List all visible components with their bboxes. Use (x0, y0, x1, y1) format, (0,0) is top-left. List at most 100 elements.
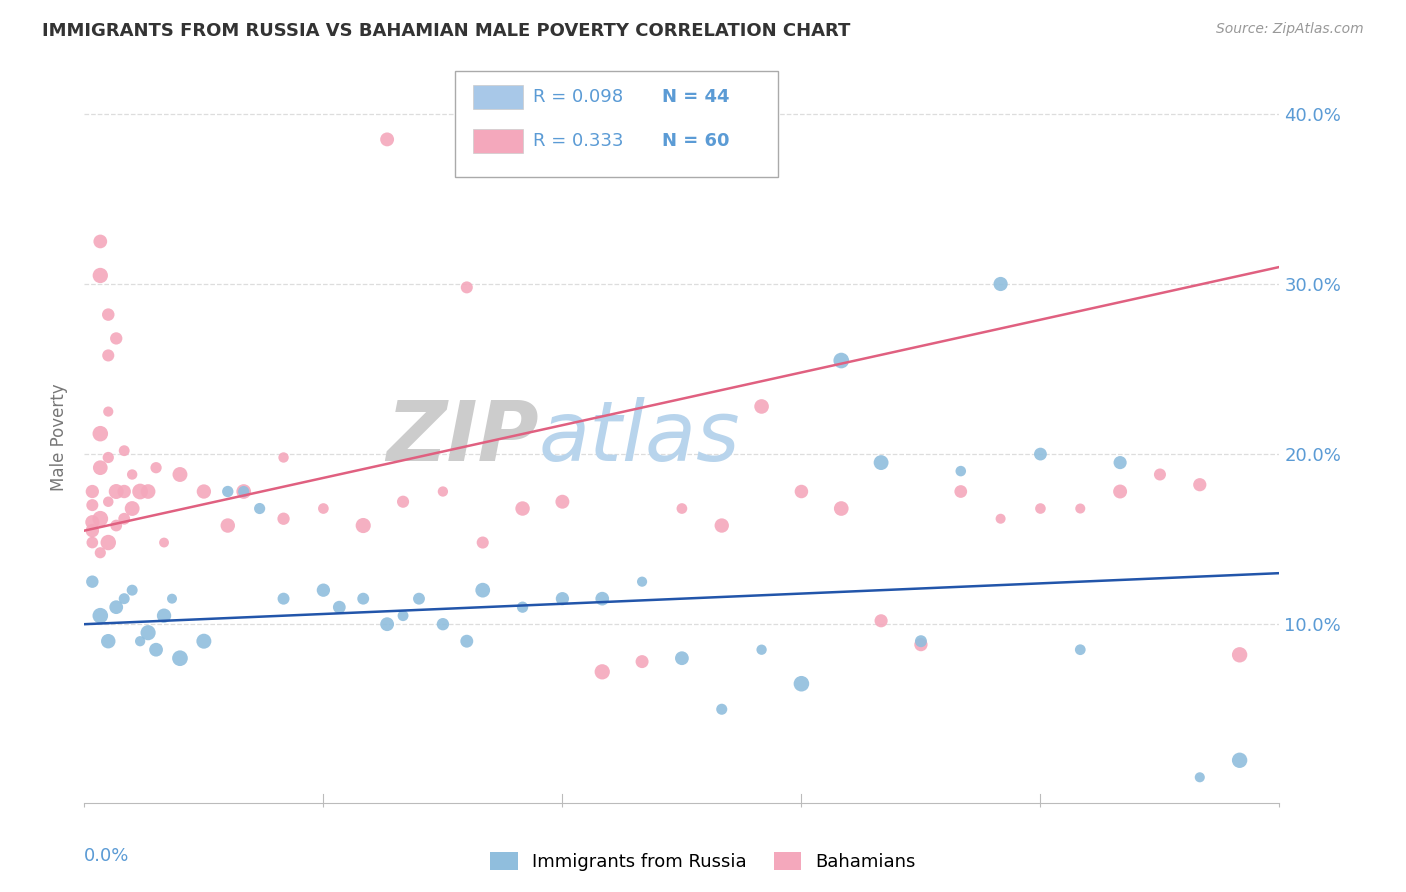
Point (1029, 447, 1052, 461)
Point (990, 512, 1012, 526)
Point (990, 277, 1012, 291)
Point (456, 280, 478, 294)
Point (751, 642, 773, 657)
Point (232, 484, 254, 499)
Point (591, 665, 613, 679)
Point (949, 464, 972, 478)
Point (97, 404, 120, 418)
Point (89, 512, 111, 526)
Point (97, 535, 120, 549)
Text: R = 0.333: R = 0.333 (533, 132, 623, 150)
Point (97, 634, 120, 648)
Point (105, 518, 128, 533)
Text: Source: ZipAtlas.com: Source: ZipAtlas.com (1216, 22, 1364, 37)
Point (671, 501, 693, 516)
Point (949, 484, 972, 499)
Text: IMMIGRANTS FROM RUSSIA VS BAHAMIAN MALE POVERTY CORRELATION CHART: IMMIGRANTS FROM RUSSIA VS BAHAMIAN MALE … (42, 22, 851, 40)
Point (392, 608, 415, 623)
Point (249, 501, 271, 516)
Point (1069, 642, 1091, 657)
Point (160, 591, 183, 606)
Point (1029, 501, 1052, 516)
Point (112, 591, 135, 606)
Point (710, 702, 733, 716)
Point (910, 638, 932, 652)
Point (89, 426, 111, 441)
Point (129, 634, 152, 648)
Point (352, 518, 374, 533)
Text: N = 44: N = 44 (662, 88, 730, 106)
Point (1229, 648, 1251, 662)
Point (89, 460, 111, 475)
Text: ZIP: ZIP (385, 397, 538, 477)
Point (217, 484, 239, 499)
Point (89, 268, 111, 283)
FancyBboxPatch shape (472, 86, 523, 109)
Point (82, 524, 104, 538)
Point (1149, 467, 1171, 482)
Point (870, 614, 893, 628)
Point (870, 456, 893, 470)
Point (169, 651, 191, 665)
Point (121, 501, 143, 516)
Point (408, 591, 430, 606)
Point (82, 498, 104, 512)
Point (82, 484, 104, 499)
Point (551, 494, 574, 508)
Text: atlas: atlas (538, 397, 740, 477)
Point (352, 591, 374, 606)
Point (136, 484, 159, 499)
Point (790, 677, 813, 691)
Point (89, 235, 111, 249)
Point (145, 642, 167, 657)
Point (751, 400, 773, 414)
Point (97, 348, 120, 362)
Point (1229, 753, 1251, 767)
Point (273, 591, 295, 606)
Point (456, 634, 478, 648)
Point (97, 494, 120, 508)
Text: R = 0.098: R = 0.098 (533, 88, 623, 106)
Point (1109, 484, 1132, 499)
Point (82, 574, 104, 589)
Point (217, 518, 239, 533)
Text: N = 60: N = 60 (662, 132, 730, 150)
Point (193, 484, 215, 499)
Point (1069, 501, 1091, 516)
Point (328, 600, 350, 615)
Point (82, 535, 104, 549)
Point (631, 655, 654, 669)
Point (1109, 456, 1132, 470)
Point (89, 608, 111, 623)
Point (153, 608, 176, 623)
Point (375, 617, 398, 632)
Point (312, 583, 335, 598)
Point (512, 501, 534, 516)
Point (1188, 477, 1211, 491)
Y-axis label: Male Poverty: Male Poverty (51, 384, 69, 491)
Point (112, 512, 135, 526)
Point (375, 132, 398, 146)
FancyBboxPatch shape (456, 71, 778, 178)
Point (112, 443, 135, 458)
FancyBboxPatch shape (472, 129, 523, 153)
Legend: Immigrants from Russia, Bahamians: Immigrants from Russia, Bahamians (484, 845, 922, 879)
Point (392, 494, 415, 508)
Point (129, 484, 152, 499)
Point (232, 484, 254, 499)
Point (432, 617, 454, 632)
Point (97, 308, 120, 322)
Point (273, 512, 295, 526)
Point (830, 501, 852, 516)
Point (105, 600, 128, 615)
Point (82, 515, 104, 529)
Point (193, 634, 215, 648)
Point (830, 353, 852, 368)
Point (710, 518, 733, 533)
Point (97, 450, 120, 465)
Point (591, 591, 613, 606)
Point (432, 484, 454, 499)
Point (312, 501, 335, 516)
Point (112, 484, 135, 499)
Point (105, 484, 128, 499)
